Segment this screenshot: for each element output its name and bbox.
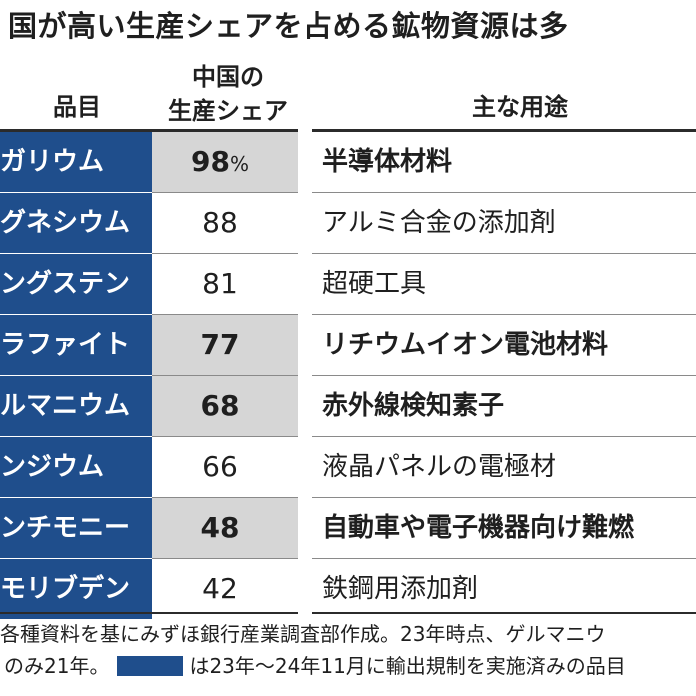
header-rule-right bbox=[312, 129, 696, 132]
row-divider-left bbox=[152, 375, 298, 376]
use-cell: リチウムイオン電池材料 bbox=[322, 330, 609, 360]
footer-rule-left bbox=[0, 612, 298, 614]
row-divider-right bbox=[312, 253, 696, 254]
table-row: ンチモニー 48 自動車や電子機器向け難燃 bbox=[0, 498, 696, 559]
share-unit: % bbox=[229, 152, 249, 176]
share-cell: 77 bbox=[152, 315, 298, 375]
share-cell: 81 bbox=[152, 254, 298, 314]
table-row: ガリウム 98% 半導体材料 bbox=[0, 132, 696, 193]
use-cell: 超硬工具 bbox=[322, 269, 427, 299]
column-header-use: 主な用途 bbox=[472, 93, 568, 121]
row-divider-left bbox=[152, 253, 298, 254]
item-cell: ラファイト bbox=[0, 315, 152, 375]
share-cell: 98% bbox=[152, 132, 298, 192]
table-row: モリブデン 42 鉄鋼用添加剤 bbox=[0, 559, 696, 620]
legend-swatch bbox=[117, 656, 184, 676]
share-value: 68 bbox=[200, 389, 240, 422]
item-cell: ガリウム bbox=[0, 132, 152, 192]
table-row: グネシウム 88 アルミ合金の添加剤 bbox=[0, 193, 696, 254]
use-cell: 鉄鋼用添加剤 bbox=[322, 574, 479, 604]
item-label: ンジウム bbox=[0, 452, 105, 482]
row-divider-right bbox=[312, 192, 696, 193]
row-divider-right bbox=[312, 375, 696, 376]
share-value: 66 bbox=[202, 450, 238, 483]
legend-note-prefix: のみ21年。 bbox=[4, 654, 110, 678]
item-cell: ンチモニー bbox=[0, 498, 152, 558]
share-cell: 42 bbox=[152, 559, 298, 619]
row-divider-right bbox=[312, 436, 696, 437]
row-divider-left bbox=[152, 558, 298, 559]
share-cell: 88 bbox=[152, 193, 298, 253]
item-cell: グネシウム bbox=[0, 193, 152, 253]
share-value: 77 bbox=[200, 328, 240, 361]
table-body: ガリウム 98% 半導体材料グネシウム 88 アルミ合金の添加剤ングステン 81 超硬工具ラ… bbox=[0, 132, 696, 620]
row-divider-right bbox=[312, 314, 696, 315]
column-header-share-line2: 生産シェア bbox=[168, 97, 288, 125]
item-label: ンチモニー bbox=[0, 513, 131, 543]
column-header-item: 品目 bbox=[53, 93, 101, 121]
table-row: ングステン 81 超硬工具 bbox=[0, 254, 696, 315]
item-cell: モリブデン bbox=[0, 559, 152, 619]
share-cell: 48 bbox=[152, 498, 298, 558]
share-value: 42 bbox=[202, 572, 238, 605]
item-cell: ンジウム bbox=[0, 437, 152, 497]
item-label: ングステン bbox=[0, 269, 131, 299]
column-header-share-line1: 中国の bbox=[192, 63, 264, 91]
footer-rule-right bbox=[312, 612, 696, 614]
item-label: ラファイト bbox=[0, 330, 131, 360]
item-label: ガリウム bbox=[0, 147, 105, 177]
page-title: 国が高い生産シェアを占める鉱物資源は多 bbox=[8, 9, 569, 43]
legend-note: のみ21年。 は23年〜24年11月に輸出規制を実施済みの品目 bbox=[4, 652, 626, 680]
item-cell: ングステン bbox=[0, 254, 152, 314]
share-value: 88 bbox=[202, 206, 238, 239]
share-value: 48 bbox=[200, 511, 240, 544]
row-divider-left bbox=[152, 314, 298, 315]
use-cell: アルミ合金の添加剤 bbox=[322, 208, 556, 238]
column-header-share: 中国の 生産シェア bbox=[152, 60, 304, 128]
header-rule-left bbox=[0, 129, 298, 132]
legend-note-suffix: は23年〜24年11月に輸出規制を実施済みの品目 bbox=[189, 654, 626, 678]
share-value: 81 bbox=[202, 267, 238, 300]
use-cell: 液晶パネルの電極材 bbox=[322, 452, 557, 482]
item-label: ルマニウム bbox=[0, 391, 131, 421]
row-divider-right bbox=[312, 558, 696, 559]
share-cell: 66 bbox=[152, 437, 298, 497]
table-row: ラファイト 77 リチウムイオン電池材料 bbox=[0, 315, 696, 376]
row-divider-left bbox=[152, 436, 298, 437]
row-divider-left bbox=[152, 192, 298, 193]
row-divider-left bbox=[152, 497, 298, 498]
use-cell: 赤外線検知素子 bbox=[322, 391, 505, 421]
use-cell: 半導体材料 bbox=[322, 147, 453, 177]
use-cell: 自動車や電子機器向け難燃 bbox=[322, 513, 635, 543]
table-row: ンジウム 66 液晶パネルの電極材 bbox=[0, 437, 696, 498]
share-value: 98 bbox=[191, 145, 230, 178]
source-note: 各種資料を基にみずほ銀行産業調査部作成。23年時点、ゲルマニウ bbox=[0, 622, 606, 646]
row-divider-right bbox=[312, 497, 696, 498]
item-label: モリブデン bbox=[0, 574, 131, 604]
item-label: グネシウム bbox=[0, 208, 131, 238]
table-row: ルマニウム 68 赤外線検知素子 bbox=[0, 376, 696, 437]
item-cell: ルマニウム bbox=[0, 376, 152, 436]
share-cell: 68 bbox=[152, 376, 298, 436]
